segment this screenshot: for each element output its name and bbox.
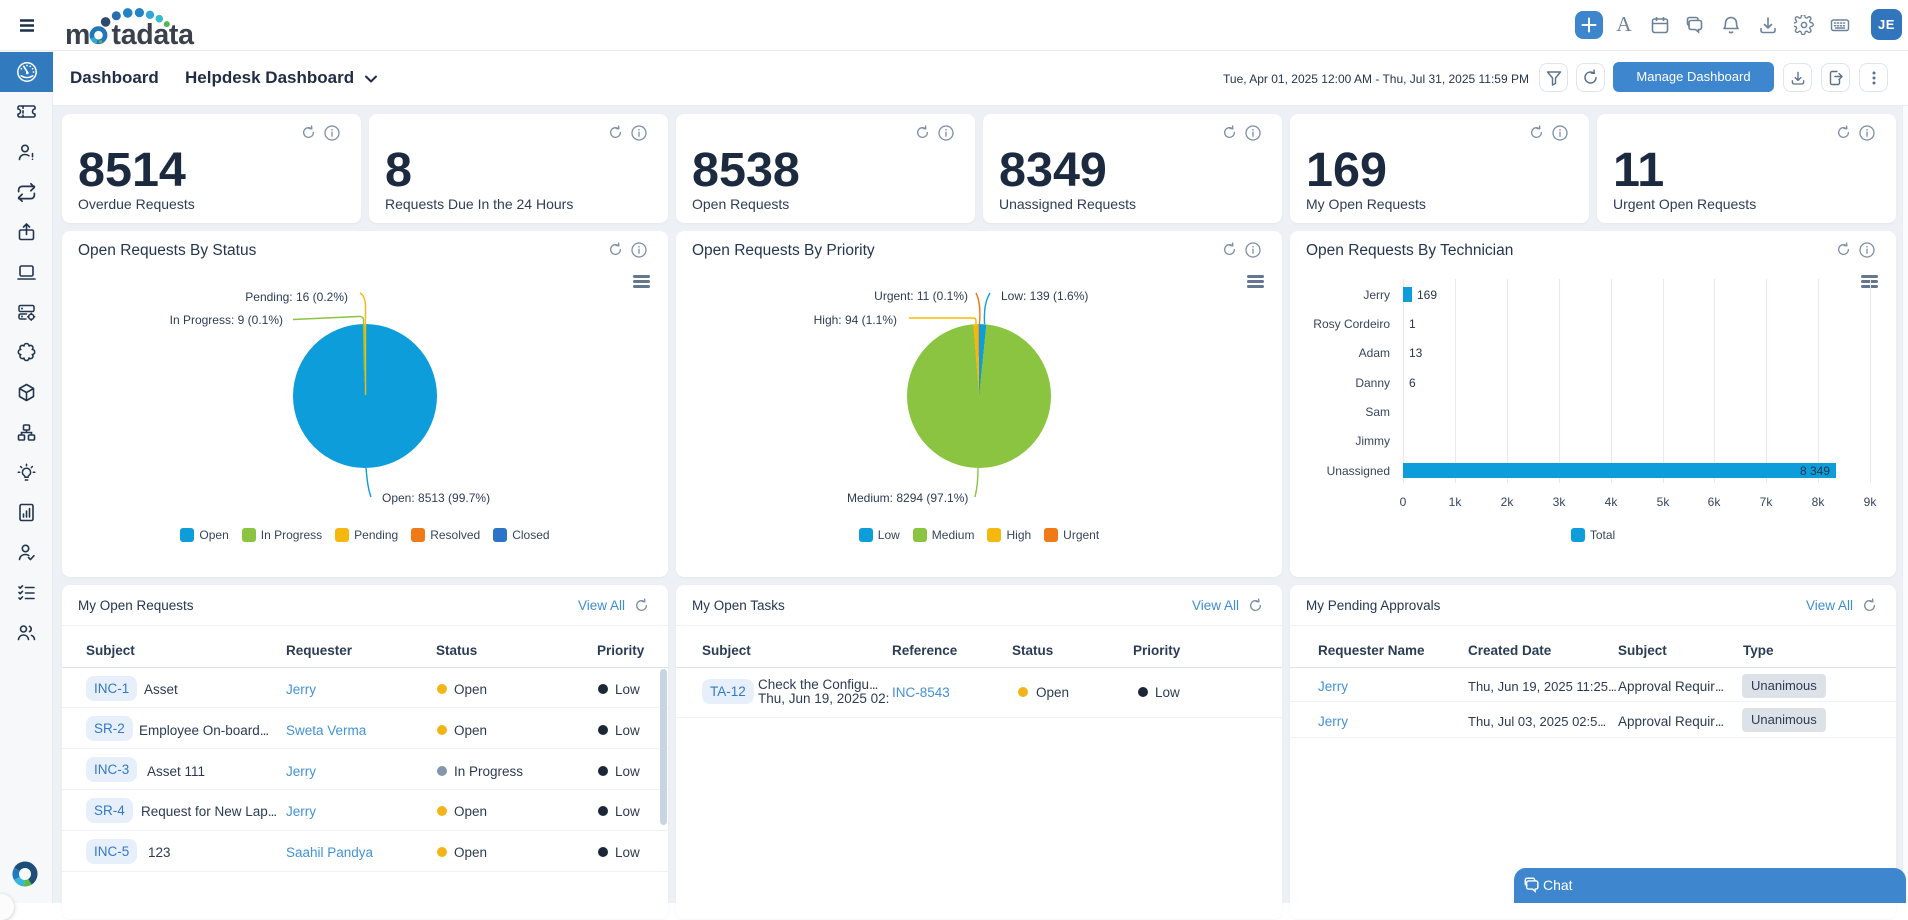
svg-text:tadata: tadata bbox=[112, 19, 196, 50]
svg-text:m: m bbox=[66, 19, 90, 50]
